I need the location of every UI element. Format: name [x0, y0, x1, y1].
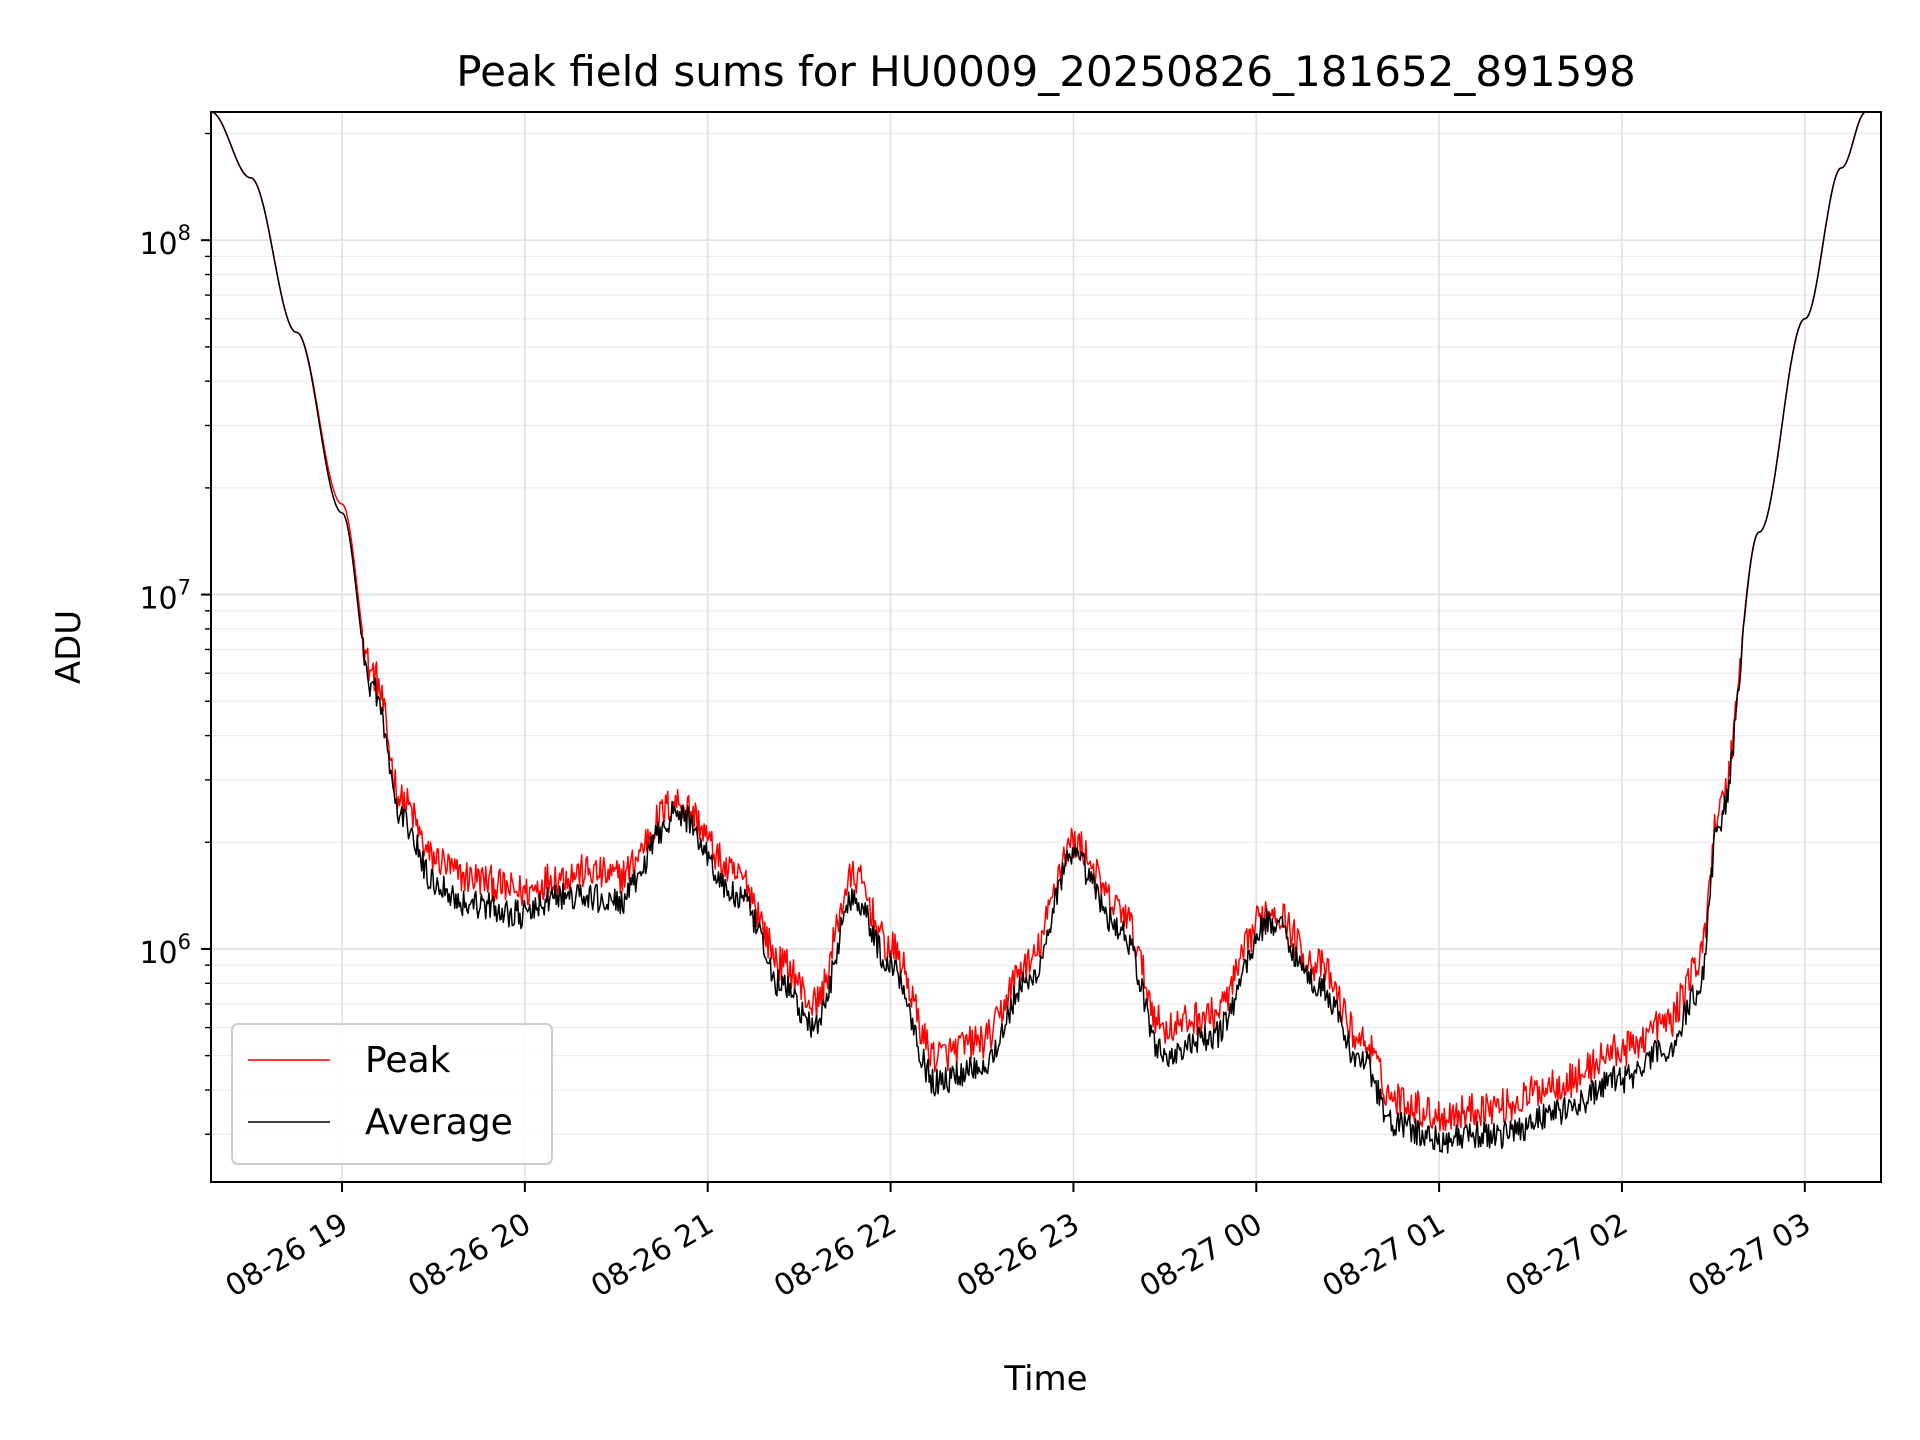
legend-label-average: Average — [365, 1102, 513, 1143]
series-line-average — [210, 111, 1866, 1154]
chart-title: Peak field sums for HU0009_20250826_1816… — [456, 47, 1635, 96]
grid — [211, 112, 1881, 1182]
series-layer — [210, 111, 1866, 1154]
legend-label-peak: Peak — [365, 1040, 451, 1081]
legend-box — [231, 1023, 553, 1165]
y-tick-label: 108 — [139, 221, 191, 262]
x-axis-label: Time — [1003, 1359, 1087, 1399]
y-tick-label: 107 — [139, 576, 191, 617]
y-axis: 106 107 108 — [139, 132, 211, 1135]
legend: Peak Average — [231, 1023, 553, 1165]
plot-frame — [210, 111, 1882, 1183]
y-tick-label: 106 — [139, 930, 191, 971]
y-axis-label: ADU — [49, 610, 89, 684]
series-line-peak — [210, 111, 1866, 1132]
